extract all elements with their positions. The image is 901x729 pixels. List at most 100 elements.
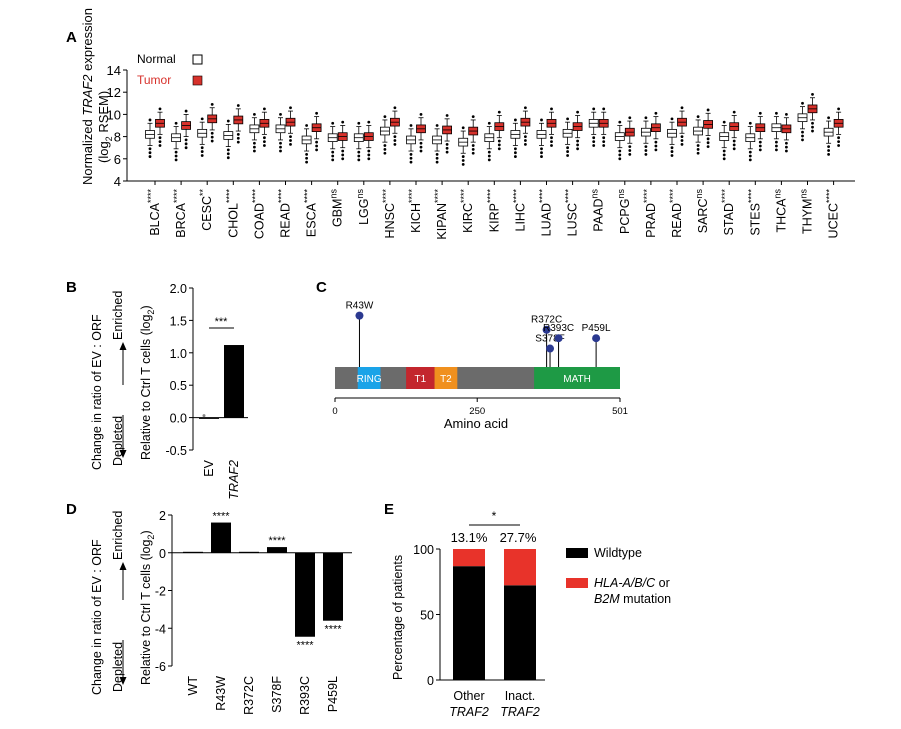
panel-a-category-kirp: KIRP**** (484, 110, 505, 232)
tumor-outlier (367, 157, 371, 161)
panel-a-category-thca: THCAns (771, 111, 792, 233)
normal-outlier (696, 115, 700, 119)
legend-normal-label: Normal (137, 52, 176, 66)
tumor-outlier (315, 111, 318, 115)
tumor-outlier (184, 138, 188, 142)
tumor-outlier (654, 148, 658, 152)
normal-outlier (461, 159, 465, 162)
normal-outlier (200, 117, 204, 121)
tumor-outlier (419, 141, 423, 145)
normal-outlier (409, 156, 413, 160)
tumor-outlier (628, 149, 632, 152)
panel-e-legend: Wildtype HLA-A/B/C or B2M mutation (566, 546, 671, 606)
tumor-outlier (341, 120, 345, 124)
normal-outlier (226, 119, 230, 123)
panel-d-barchart: -6 -4 -2 0 2 WT R43W **** R372C S378F **** R393C ***… (155, 509, 352, 715)
panel-c-domain-label: RING (357, 374, 382, 385)
panel-c-x-tick-label: 0 (332, 406, 337, 417)
tumor-outlier (811, 129, 814, 133)
significance: ** (198, 189, 208, 197)
panel-a-y-tick-label: 12 (107, 85, 121, 100)
normal-outlier (435, 152, 439, 156)
normal-outlier (409, 124, 413, 127)
panel-b-y-tick-label: 0.5 (170, 379, 187, 393)
panel-a-x-tick-label: READ**** (668, 189, 684, 238)
panel-a-category-stad: STAD**** (719, 110, 740, 235)
category-name: KIRP (487, 203, 501, 232)
tumor-outlier (236, 104, 240, 107)
panel-d-sig: **** (324, 624, 342, 636)
normal-outlier (644, 149, 648, 152)
significance: **** (485, 189, 495, 204)
panel-a-category-ucec: UCEC**** (823, 107, 844, 238)
normal-outlier (566, 154, 569, 157)
normal-outlier (722, 120, 726, 124)
legend-mut-line2-suffix: mutation (620, 592, 671, 606)
normal-outlier (722, 157, 726, 161)
normal-outlier (514, 118, 517, 122)
tumor-outlier (367, 153, 371, 157)
category-name: STAD (722, 203, 736, 235)
panel-a-label: A (66, 29, 77, 46)
significance: **** (250, 189, 260, 204)
tumor-outlier (732, 143, 736, 147)
normal-outlier (722, 153, 726, 157)
normal-outlier (383, 151, 387, 155)
tumor-outlier (837, 136, 840, 140)
category-name: KIPAN (435, 203, 449, 240)
tumor-outlier (706, 141, 710, 145)
category-name: CHOL (226, 203, 240, 238)
significance: **** (172, 189, 182, 204)
tumor-outlier (236, 136, 240, 140)
category-name: PCPG (618, 199, 632, 234)
tumor-outlier (315, 148, 318, 152)
tumor-outlier (576, 143, 579, 147)
normal-outlier (801, 130, 804, 134)
normal-outlier (566, 150, 569, 153)
tumor-outlier (184, 109, 188, 113)
normal-outlier (696, 144, 700, 147)
panel-a-x-tick-label: BLCA**** (146, 189, 162, 236)
panel-e-pct-other: 13.1% (451, 530, 488, 545)
normal-outlier (148, 151, 152, 155)
panel-c-lollipop-head (554, 334, 563, 343)
panel-a-x-tick-label: KICH**** (407, 189, 423, 233)
normal-outlier (174, 154, 178, 158)
panel-d-sig: **** (212, 511, 230, 523)
tumor-outlier (628, 116, 632, 120)
significance: **** (825, 189, 835, 204)
panel-a-y-tick-label: 4 (114, 174, 121, 189)
panel-a-category-prad: PRAD**** (641, 111, 661, 238)
panel-e-segment-wildtype (453, 566, 485, 680)
panel-a-category-brca: BRCA**** (171, 109, 192, 238)
panel-d-label: D (66, 501, 77, 518)
significance: ns (355, 189, 365, 199)
panel-a-category-lusc: LUSC**** (562, 110, 583, 236)
panel-e-segment-wildtype (504, 585, 536, 680)
tumor-outlier (210, 103, 214, 106)
normal-outlier (357, 158, 361, 162)
panel-c-domain-label: T2 (440, 374, 452, 385)
panel-a-category-thym: THYMns (797, 93, 818, 234)
category-name: READ (670, 203, 684, 238)
tumor-outlier (680, 135, 684, 139)
tumor-outlier (497, 139, 501, 143)
normal-outlier (696, 147, 700, 151)
normal-outlier (200, 146, 204, 150)
tumor-outlier (811, 125, 814, 129)
normal-outlier (644, 116, 648, 120)
panel-a-category-kich: KICH**** (406, 113, 426, 233)
panel-d-depleted-arrowhead (119, 677, 127, 685)
normal-outlier (253, 141, 256, 145)
normal-outlier (409, 160, 413, 164)
panel-a-ylabel-gene: TRAF2 (80, 74, 95, 116)
tumor-outlier (680, 142, 684, 146)
tumor-outlier (419, 113, 423, 116)
normal-outlier (331, 121, 335, 125)
tumor-outlier (680, 106, 684, 110)
normal-outlier (748, 158, 752, 162)
normal-outlier (253, 149, 256, 153)
panel-a-category-cesc: CESC** (197, 103, 218, 231)
normal-outlier (279, 141, 282, 145)
